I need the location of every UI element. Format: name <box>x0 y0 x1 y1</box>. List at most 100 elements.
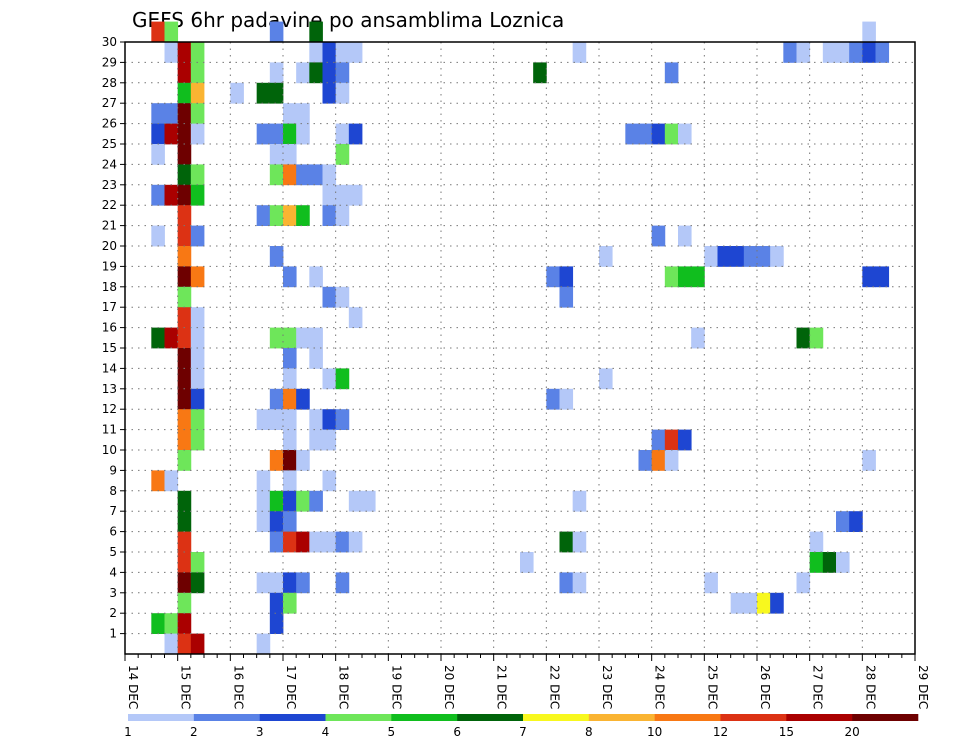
heatmap-cell <box>335 368 350 390</box>
y-tick-label: 5 <box>109 545 117 559</box>
heatmap-cell <box>322 531 337 553</box>
heatmap-cell <box>836 42 850 63</box>
y-tick-label: 26 <box>102 117 117 131</box>
chart-title: GEFS 6hr padavine po ansamblima Loznica <box>132 8 564 32</box>
heatmap-cell <box>691 327 705 349</box>
heatmap-cell <box>177 511 192 532</box>
heatmap-cell <box>256 205 271 226</box>
heatmap-cell <box>678 225 692 247</box>
heatmap-cell <box>691 266 705 288</box>
heatmap-cell <box>862 42 876 63</box>
heatmap-cell <box>269 82 284 104</box>
heatmap-cell <box>862 450 876 471</box>
heatmap-cell <box>283 572 297 594</box>
heatmap-cell <box>151 470 165 492</box>
heatmap-cell <box>717 246 732 267</box>
x-tick-label: 21 DEC <box>495 665 509 709</box>
heatmap-cell <box>283 348 297 369</box>
heatmap-cell <box>296 164 310 186</box>
heatmap-cell <box>164 327 179 349</box>
x-tick-label: 14 DEC <box>126 665 140 709</box>
heatmap-cell <box>743 592 758 614</box>
y-tick-label: 14 <box>102 361 117 375</box>
heatmap-cell <box>190 552 205 573</box>
heatmap-cell <box>572 490 587 512</box>
heatmap-cell <box>283 531 297 553</box>
heatmap-cell <box>309 62 323 84</box>
heatmap-cell <box>704 246 718 267</box>
heatmap-cell <box>796 572 811 594</box>
x-tick-label: 29 DEC <box>916 665 930 709</box>
y-tick-label: 22 <box>102 198 117 212</box>
heatmap-cell <box>177 531 192 553</box>
y-tick-label: 10 <box>102 443 117 457</box>
colorbar-label: 7 <box>519 725 527 739</box>
heatmap-cell <box>638 450 653 471</box>
heatmap-cell <box>164 470 179 492</box>
colorbar-label: 2 <box>190 725 198 739</box>
heatmap-cell <box>283 327 297 349</box>
heatmap-cell <box>836 511 850 532</box>
y-tick-label: 13 <box>102 382 117 396</box>
colorbar-label: 10 <box>647 725 662 739</box>
heatmap-cell <box>322 470 337 492</box>
heatmap-cell <box>335 82 350 104</box>
heatmap-cell <box>322 184 337 206</box>
heatmap-cell <box>322 42 337 63</box>
heatmap-cell <box>770 592 784 614</box>
heatmap-cell <box>296 62 310 84</box>
heatmap-cell <box>283 429 297 451</box>
heatmap-cell <box>190 633 205 655</box>
heatmap-cell <box>335 205 350 226</box>
heatmap-cell <box>559 572 574 594</box>
heatmap-cell <box>256 490 271 512</box>
heatmap-cell <box>151 103 165 124</box>
heatmap-cell <box>177 225 192 247</box>
heatmap-cell <box>269 388 284 410</box>
heatmap-cell <box>269 531 284 553</box>
heatmap-cell <box>151 225 165 247</box>
heatmap-cell <box>348 307 363 328</box>
heatmap-cell <box>269 144 284 165</box>
heatmap-cell <box>164 184 179 206</box>
heatmap-cell <box>296 388 310 410</box>
y-tick-label: 8 <box>109 484 117 498</box>
heatmap-cell <box>151 21 165 43</box>
heatmap-cell <box>296 450 310 471</box>
heatmap-cell <box>651 225 666 247</box>
heatmap-cell <box>875 266 890 288</box>
colorbar-swatch <box>193 714 260 721</box>
heatmap-cell <box>190 103 205 124</box>
heatmap-cell <box>177 307 192 328</box>
heatmap-cell <box>177 450 192 471</box>
x-tick-label: 16 DEC <box>231 665 245 709</box>
heatmap-cell <box>309 348 323 369</box>
heatmap-cell <box>309 21 323 43</box>
heatmap-cell <box>177 490 192 512</box>
heatmap-cell <box>151 613 165 634</box>
heatmap-cell <box>269 327 284 349</box>
heatmap-cell <box>190 184 205 206</box>
heatmap-cell <box>322 429 337 451</box>
heatmap-cell <box>177 42 192 63</box>
heatmap-cell <box>664 429 679 451</box>
heatmap-cell <box>296 327 310 349</box>
heatmap-cell <box>269 21 284 43</box>
heatmap-cell <box>177 123 192 145</box>
heatmap-cell <box>546 388 560 410</box>
heatmap-cell <box>572 572 587 594</box>
heatmap-cell <box>599 246 613 267</box>
heatmap-cell <box>572 42 587 63</box>
y-tick-label: 4 <box>109 565 117 579</box>
heatmap-cell <box>177 62 192 84</box>
heatmap-cell <box>177 103 192 124</box>
heatmap-cell <box>309 409 323 430</box>
heatmap-cell <box>190 429 205 451</box>
heatmap-cell <box>151 327 165 349</box>
heatmap-cell <box>822 42 837 63</box>
heatmap-cell <box>269 123 284 145</box>
heatmap-cell <box>177 205 192 226</box>
heatmap-cell <box>335 409 350 430</box>
heatmap-cell <box>190 327 205 349</box>
